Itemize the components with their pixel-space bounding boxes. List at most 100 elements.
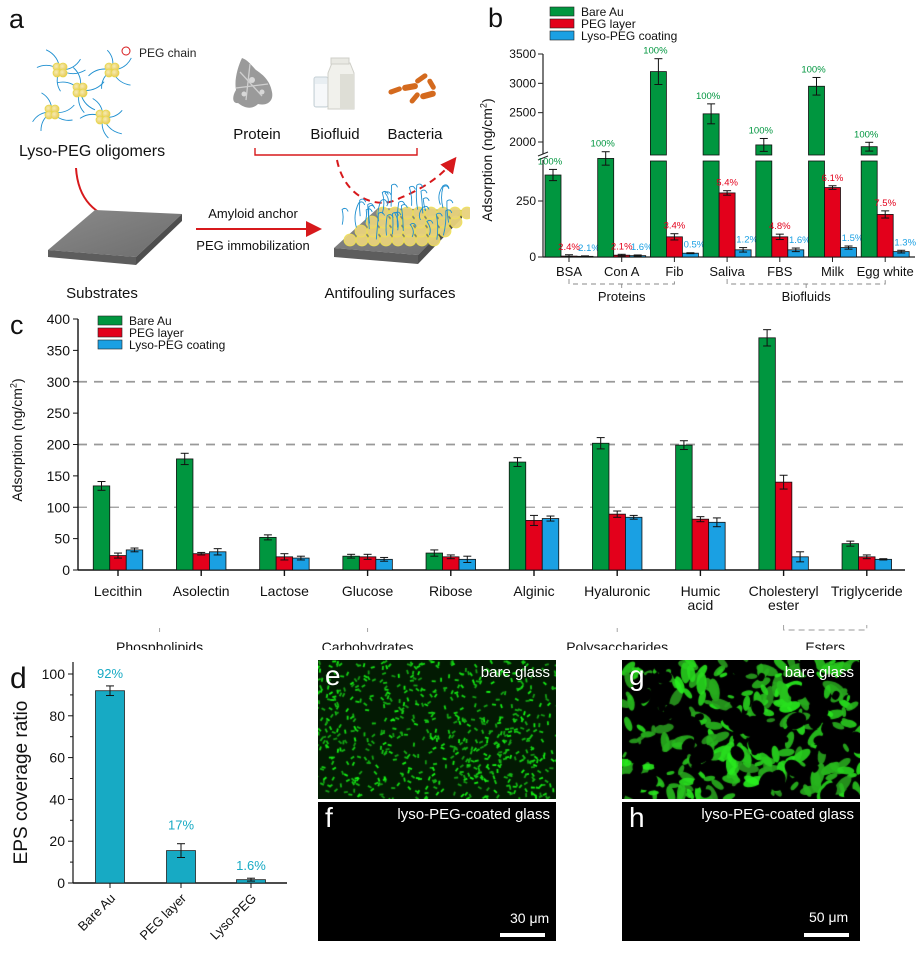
- oligomers-label: Lyso-PEG oligomers: [19, 143, 165, 160]
- lysozyme-sphere: [343, 233, 357, 247]
- data-label: 1.6%: [789, 235, 811, 246]
- legend-label-2: Lyso-PEG coating: [581, 29, 677, 43]
- antifouling-surface-icon: [334, 183, 470, 264]
- data-label: 7.5%: [874, 198, 896, 209]
- bar-peg-layer: [192, 553, 210, 571]
- bar-bare-au: [92, 485, 111, 571]
- legend-label-0: Bare Au: [129, 314, 172, 328]
- micrograph-g-bare-glass: g bare glass: [622, 660, 860, 799]
- bar-lyso-peg-coating: [541, 518, 560, 571]
- data-label: 17%: [168, 818, 194, 833]
- data-label: 6.1%: [822, 173, 844, 184]
- bar-peg-layer: [691, 518, 710, 571]
- y-tick-label: 80: [49, 708, 65, 724]
- group-bracket: [783, 625, 868, 631]
- peg-chain-strand: [422, 197, 430, 212]
- data-label: 5.4%: [716, 178, 738, 189]
- micrograph-g-image: [622, 660, 860, 799]
- x-tick-label: acid: [688, 597, 714, 613]
- data-label: 2.1%: [578, 243, 600, 254]
- data-label: 100%: [749, 125, 774, 136]
- axis-break-mark: [537, 151, 549, 157]
- lysozyme-sphere: [448, 206, 462, 220]
- data-label: 92%: [97, 666, 123, 681]
- chart-d-eps-coverage: 0 20 40 60 80 100 EPS coverage ratio 92% Bare Au…: [11, 662, 287, 943]
- legend-swatch-0: [549, 6, 575, 17]
- bar-bare-au: [592, 442, 610, 571]
- x-tick-label: Con A: [604, 264, 640, 279]
- x-tick-label: Fib: [665, 264, 683, 279]
- panel-label-h: h: [629, 802, 645, 833]
- peg-chain-strand: [359, 198, 367, 217]
- legend-swatch-2: [549, 30, 575, 41]
- bar-bare-au: [259, 536, 277, 571]
- lysozyme-unit: [110, 68, 120, 78]
- substrate-slab-icon: [48, 210, 182, 265]
- legend-swatch-0: [97, 315, 123, 326]
- micrograph-e-label: bare glass: [480, 664, 550, 681]
- peg-chain-strand: [441, 185, 450, 209]
- peg-chain-strand: [442, 209, 453, 236]
- panel-label-g: g: [629, 660, 645, 691]
- axis-break-mark: [537, 155, 549, 161]
- group-label-polysaccharides: Polysaccharides: [566, 639, 668, 650]
- bar-peg-layer: [876, 214, 894, 258]
- x-tick-label: Asolectin: [173, 583, 230, 599]
- y-tick-label: 250: [47, 405, 71, 421]
- lysozyme-sphere: [460, 206, 470, 220]
- peg-chain-strand: [367, 203, 375, 230]
- lysozyme-unit: [101, 115, 111, 125]
- y-tick-label: 0: [529, 250, 536, 264]
- y-tick-label: 400: [47, 311, 71, 327]
- y-tick-label: 3500: [509, 47, 536, 61]
- x-tick-label: Cholesteryl: [749, 583, 819, 599]
- foulant-label-bacteria: Bacteria: [387, 126, 443, 143]
- micrograph-h-lyso-peg-glass: h lyso-PEG-coated glass 50 μm: [622, 802, 860, 941]
- foulant-label-biofluid: Biofluid: [310, 126, 359, 143]
- peg-chain-label: PEG chain: [139, 46, 196, 60]
- x-tick-label: Ribose: [429, 583, 473, 599]
- x-tick-label: ester: [768, 597, 799, 613]
- bar-bare-au: [508, 461, 527, 571]
- scale-bar-h: [804, 933, 849, 937]
- peg-chain-strand: [418, 205, 430, 221]
- group-label-biofluids: Biofluids: [782, 289, 832, 304]
- schematic-figure: PEG chain Lyso-PEG oligomers Substrates …: [19, 46, 470, 302]
- peg-chain-marker-icon: [121, 46, 131, 56]
- data-label: 100%: [643, 46, 668, 57]
- scale-bar-f: [500, 933, 545, 937]
- data-label: 1.2%: [736, 235, 758, 246]
- peg-chain-strand: [400, 204, 408, 231]
- x-tick-label: Alginic: [513, 583, 554, 599]
- peg-immobilization-label: PEG immobilization: [196, 238, 309, 253]
- y-tick-label: 200: [47, 437, 71, 453]
- data-label: 1.6%: [236, 858, 266, 873]
- y-tick-label: 300: [47, 374, 71, 390]
- lysozyme-sphere: [424, 206, 438, 220]
- group-label-proteins: Proteins: [598, 289, 646, 304]
- peg-chain-strand: [420, 189, 428, 214]
- y-axis-label: EPS coverage ratio: [11, 701, 32, 865]
- foulant-label-protein: Protein: [233, 126, 281, 143]
- peg-chain-strand: [354, 201, 366, 228]
- bar-peg-layer: [608, 513, 626, 571]
- bar-bare-au: [702, 160, 720, 258]
- legend-swatch-2: [97, 339, 123, 350]
- peg-chain-strand: [415, 183, 424, 210]
- chart-c-adsorption-small-molecules: 0 50 100 150 200 250 300 350 400 Adsorption (ng/c…: [8, 311, 905, 650]
- peg-chain-strand: [341, 207, 349, 225]
- x-tick-label: Bare Au: [75, 891, 118, 934]
- data-label: 100%: [591, 139, 616, 150]
- x-tick-label: Lyso-PEG: [207, 891, 259, 943]
- peg-chain-strand: [390, 183, 398, 207]
- lysozyme-unit: [78, 88, 88, 98]
- lysozyme-unit: [50, 110, 60, 120]
- bar-peg-layer: [525, 520, 543, 571]
- y-axis-label: Adsorption (ng/cm2): [8, 378, 25, 501]
- group-label-esters: Esters: [805, 639, 845, 650]
- data-label: 1.5%: [842, 233, 864, 244]
- bar-bare-au: [860, 160, 878, 258]
- peg-chain-strand: [409, 223, 417, 238]
- scale-bar-label-f: 30 μm: [510, 910, 550, 926]
- legend-label-0: Bare Au: [581, 5, 624, 19]
